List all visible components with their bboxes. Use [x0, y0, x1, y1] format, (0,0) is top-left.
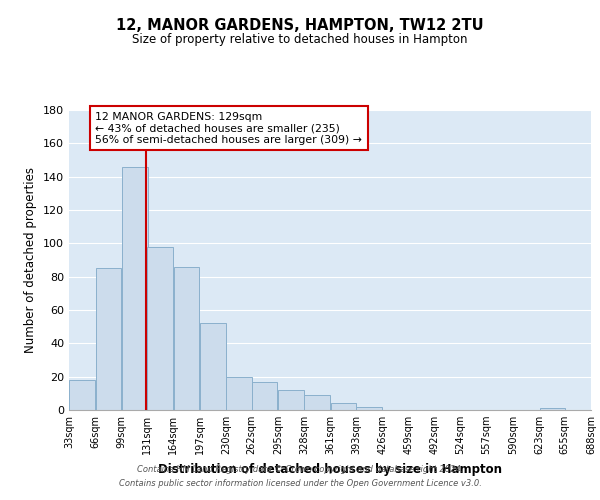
Y-axis label: Number of detached properties: Number of detached properties	[25, 167, 37, 353]
Bar	[148, 246, 173, 410]
Bar	[226, 376, 252, 410]
Bar	[95, 268, 121, 410]
Bar	[278, 390, 304, 410]
Bar	[539, 408, 565, 410]
Bar	[122, 166, 148, 410]
Text: 12, MANOR GARDENS, HAMPTON, TW12 2TU: 12, MANOR GARDENS, HAMPTON, TW12 2TU	[116, 18, 484, 32]
Bar	[174, 266, 199, 410]
Bar	[200, 324, 226, 410]
Bar	[331, 404, 356, 410]
Bar	[304, 395, 330, 410]
Bar	[356, 406, 382, 410]
X-axis label: Distribution of detached houses by size in Hampton: Distribution of detached houses by size …	[158, 462, 502, 475]
Bar	[252, 382, 277, 410]
Text: 12 MANOR GARDENS: 129sqm
← 43% of detached houses are smaller (235)
56% of semi-: 12 MANOR GARDENS: 129sqm ← 43% of detach…	[95, 112, 362, 145]
Text: Contains HM Land Registry data © Crown copyright and database right 2024.
Contai: Contains HM Land Registry data © Crown c…	[119, 466, 481, 487]
Bar	[70, 380, 95, 410]
Text: Size of property relative to detached houses in Hampton: Size of property relative to detached ho…	[132, 32, 468, 46]
